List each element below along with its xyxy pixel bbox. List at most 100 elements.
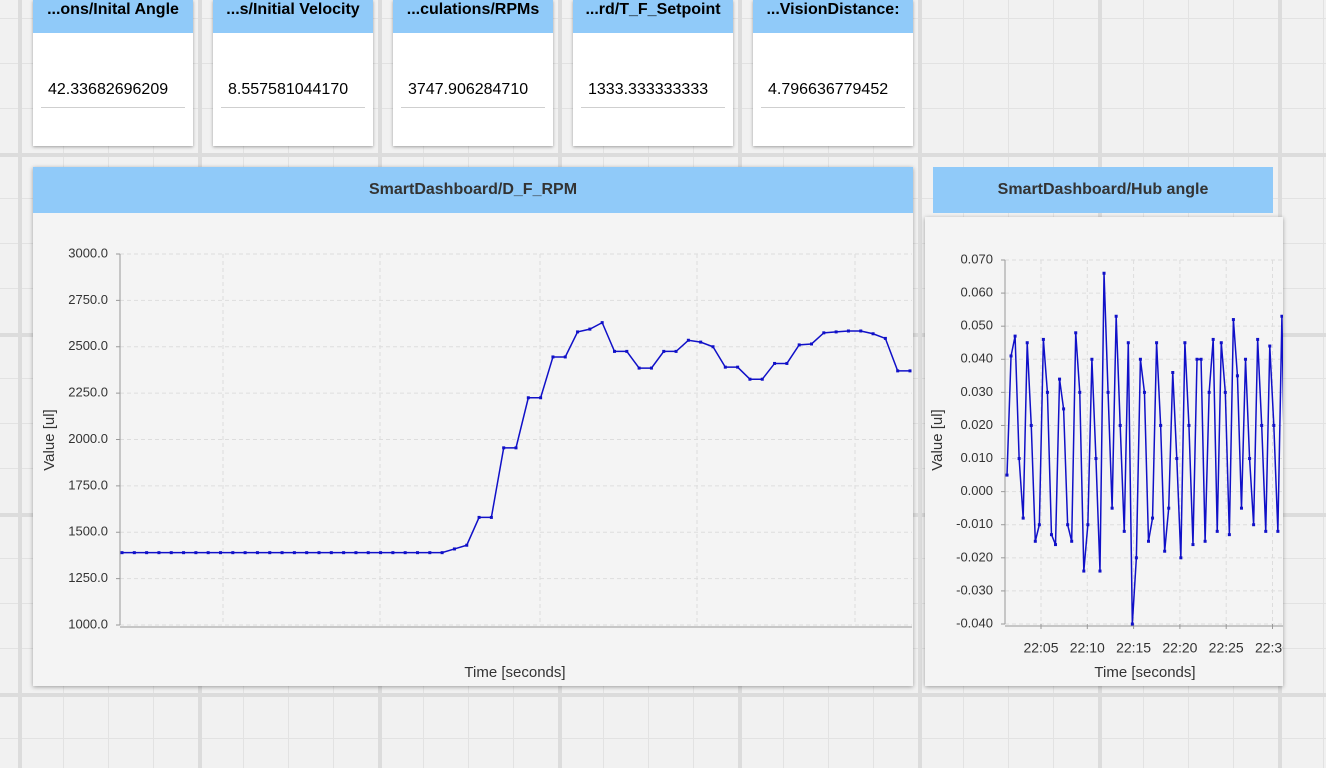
point [1187, 423, 1191, 427]
x-tick-label: 22:30 [1255, 640, 1290, 656]
point [1191, 543, 1195, 547]
point [637, 366, 641, 370]
point [1219, 341, 1223, 345]
point [748, 377, 752, 381]
y-tick-label: 1750.0 [68, 477, 108, 492]
widget-title: ...s/Initial Velocity [213, 0, 373, 33]
point [502, 446, 506, 450]
point [120, 551, 124, 555]
x-axis-label: Time [seconds] [1094, 664, 1195, 681]
graph-widget: SmartDashboard/Hub angle -0.040-0.030-0.… [925, 167, 1290, 686]
widget-title: ...culations/RPMs [393, 0, 553, 33]
point [1151, 516, 1155, 520]
point [379, 551, 383, 555]
y-axis-label: Value [ul] [929, 409, 946, 470]
y-tick-label: 2750.0 [68, 292, 108, 307]
point [883, 336, 887, 340]
point [354, 551, 358, 555]
point [1066, 523, 1070, 527]
point [145, 551, 149, 555]
point [157, 551, 161, 555]
y-tick-label: 3000.0 [68, 245, 108, 260]
point [625, 349, 629, 353]
x-axis-label: Time [seconds] [464, 664, 565, 681]
point [551, 355, 555, 359]
point [1211, 337, 1215, 341]
point [1272, 423, 1276, 427]
point [182, 551, 186, 555]
point [1094, 457, 1098, 461]
point [1114, 314, 1118, 318]
point [1106, 390, 1110, 394]
point [403, 551, 407, 555]
point [465, 543, 469, 547]
point [1045, 390, 1049, 394]
point [132, 551, 136, 555]
widget-title: ...VisionDistance: [753, 0, 913, 33]
point [711, 345, 715, 349]
point [366, 551, 370, 555]
point [760, 377, 764, 381]
point [1223, 390, 1227, 394]
point [477, 515, 481, 519]
graph-title: SmartDashboard/Hub angle [998, 181, 1209, 198]
text-field: 3747.906284710 [401, 78, 545, 108]
text-widget: ...s/Initial Velocity 8.557581044170 [213, 0, 373, 146]
point [243, 551, 247, 555]
y-tick-label: 0.040 [960, 351, 993, 366]
point [329, 551, 333, 555]
point [1155, 341, 1159, 345]
point [1280, 314, 1283, 318]
text-field: 8.557581044170 [221, 78, 365, 108]
point [674, 349, 678, 353]
point [723, 365, 727, 369]
point [440, 551, 444, 555]
point [686, 338, 690, 342]
point [1017, 457, 1021, 461]
graph-header [33, 167, 913, 213]
point [1054, 543, 1058, 547]
point [576, 330, 580, 334]
point [859, 329, 863, 333]
point [416, 551, 419, 555]
graph-body [33, 167, 913, 686]
point [600, 321, 604, 325]
point [1110, 506, 1114, 510]
point [1082, 569, 1086, 573]
x-tick-label: 22:10 [1070, 640, 1105, 656]
point [1021, 516, 1025, 520]
point [1074, 331, 1078, 335]
plot: 1000.0 1250.0 1500.0 1750.0 2000.0 2250.0 2500… [41, 245, 912, 681]
point [1195, 357, 1199, 361]
point [1163, 549, 1167, 553]
point [1276, 529, 1280, 533]
y-tick-label: 1250.0 [68, 570, 108, 585]
point [1009, 354, 1013, 358]
point [1130, 622, 1134, 626]
point [1029, 423, 1033, 427]
point [834, 330, 838, 334]
y-tick-label: 0.070 [960, 251, 993, 266]
point [1256, 337, 1260, 341]
text-field: 4.796636779452 [761, 78, 905, 108]
y-tick-label: 1000.0 [68, 616, 108, 631]
point [736, 365, 740, 369]
point [1058, 377, 1062, 381]
point [1183, 341, 1187, 345]
point [773, 361, 777, 365]
point [1235, 374, 1239, 378]
point [514, 446, 518, 450]
point [699, 340, 703, 344]
x-tick-label: 22:25 [1209, 640, 1244, 656]
point [1215, 529, 1219, 533]
point [1102, 271, 1106, 275]
point [1260, 423, 1264, 427]
y-tick-label: 1500.0 [68, 524, 108, 539]
point [1244, 357, 1248, 361]
point [342, 551, 346, 555]
point [1122, 529, 1126, 533]
y-tick-label: 0.010 [960, 450, 993, 465]
y-tick-label: 0.000 [960, 483, 993, 498]
